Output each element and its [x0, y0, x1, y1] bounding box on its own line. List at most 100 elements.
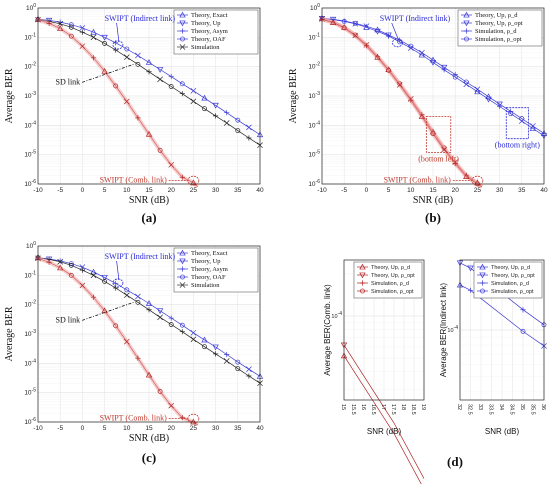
legend-entry: Theory, Up, ρ_opt — [475, 20, 523, 27]
x-tick-label: -10 — [317, 187, 327, 194]
panel-label: (c) — [142, 450, 156, 465]
data-point — [418, 51, 426, 58]
x-tick-label: -5 — [57, 187, 63, 194]
annotation-arrow — [82, 301, 134, 321]
legend-marker — [179, 20, 186, 27]
data-point — [201, 94, 208, 101]
x-tick-label: 40 — [256, 187, 264, 194]
data-point — [190, 329, 197, 336]
data-point — [101, 34, 108, 41]
y-tick-label: 10-2 — [24, 300, 36, 309]
x-tick-label: 35 — [518, 187, 526, 194]
legend-marker — [359, 280, 366, 286]
data-point — [79, 264, 86, 271]
chart-d2: 32 32.5 33 33.5 34 34.5 35 35.5 36 10-4 SNR (dB) Av… — [439, 259, 547, 436]
data-point — [520, 328, 526, 334]
data-point — [135, 61, 141, 67]
annotation-circle — [392, 38, 403, 48]
y-tick-label: 10-5 — [308, 150, 320, 159]
legend-marker — [180, 274, 185, 280]
data-point — [123, 338, 130, 345]
y-tick-label: 10-1 — [24, 270, 36, 279]
data-point — [352, 20, 359, 27]
data-point — [124, 287, 130, 293]
data-point — [396, 81, 403, 88]
data-point — [190, 98, 197, 105]
data-point — [440, 64, 448, 71]
y-tick-label: 10-4 — [331, 311, 342, 320]
data-point — [79, 43, 86, 50]
y-axis-label: Average BER(Comb. link) — [323, 284, 332, 376]
x-tick-label: -5 — [341, 187, 347, 194]
data-point — [113, 83, 119, 89]
x-tick-label: 17.5 — [390, 404, 396, 415]
plot-frame — [37, 7, 261, 185]
data-point — [352, 32, 359, 39]
x-tick-label: 5 — [103, 187, 107, 194]
x-axis-label: SNR (dB) — [413, 195, 453, 206]
annotations: SWIPT (Indirect link) SD link SWIPT (Comb.… — [56, 252, 200, 424]
legend-entry: Simulation, ρ_opt — [371, 289, 414, 295]
y-tick-label: 10-4 — [308, 120, 320, 129]
series-line — [343, 344, 425, 479]
data-point — [246, 135, 252, 141]
data-point — [179, 415, 185, 421]
series-line — [321, 18, 545, 137]
data-point — [474, 88, 481, 95]
data-point — [374, 53, 381, 60]
data-point — [397, 39, 403, 45]
x-tick-label: 25 — [190, 425, 198, 432]
y-tick-label: 10-5 — [24, 150, 36, 159]
data-point — [246, 366, 252, 373]
data-point — [46, 20, 52, 26]
x-tick-label: 30 — [496, 187, 504, 194]
legend-entry: Simulation, ρ_d — [491, 281, 529, 287]
legend-entry: Theory, Up — [191, 258, 221, 265]
data-point — [179, 91, 185, 97]
legend-marker — [464, 36, 469, 42]
x-tick-label: 34.5 — [509, 404, 515, 415]
x-tick-label: 40 — [256, 425, 264, 432]
x-tick-label: 30 — [212, 425, 220, 432]
x-tick-label: 15 — [145, 187, 153, 194]
legend-entry: Simulation, ρ_opt — [491, 289, 534, 295]
data-point — [90, 55, 97, 61]
x-axis-label: SNR (dB) — [129, 433, 169, 444]
x-tick-label: 32 — [456, 404, 462, 410]
data-point — [101, 67, 108, 74]
x-tick-label: 36 — [540, 404, 546, 410]
annotation-sd: SD link — [56, 315, 81, 324]
y-tick-label: 10-4 — [24, 358, 36, 367]
annotation-circle — [187, 175, 200, 186]
data-point — [90, 294, 97, 300]
legend-marker — [480, 288, 485, 294]
legend-entry: Theory, OAF — [191, 274, 226, 281]
x-axis-label: SNR (dB) — [367, 427, 402, 436]
chart-b: -10 -5 0 5 10 15 20 25 30 35 40 10-6 10-5 10-4 10-3 10-… — [288, 3, 548, 225]
annotation-indirect: SWIPT (Indirect link) — [380, 14, 451, 23]
x-tick-label: 25 — [474, 187, 482, 194]
data-point — [407, 45, 414, 51]
annotation-circle — [471, 175, 484, 186]
y-tick-label: 100 — [26, 3, 36, 12]
data-point — [179, 81, 185, 87]
data-point — [223, 358, 230, 364]
annotation-arrow — [116, 260, 120, 280]
x-tick-label: 0 — [81, 425, 85, 432]
data-point — [68, 33, 74, 39]
data-point — [441, 67, 447, 73]
data-point — [529, 125, 537, 131]
data-point — [68, 22, 74, 28]
x-tick-label: 35 — [519, 404, 525, 410]
annotation-circle — [112, 278, 124, 288]
data-point — [135, 115, 141, 121]
data-point — [135, 355, 141, 361]
data-point — [202, 344, 207, 350]
data-point — [168, 402, 175, 409]
data-point — [246, 373, 252, 379]
data-point — [135, 299, 141, 305]
legend-entry: Theory, Up, ρ_d — [371, 265, 410, 271]
x-tick-label: 17 — [380, 404, 386, 410]
y-tick-label: 10-6 — [24, 417, 36, 426]
